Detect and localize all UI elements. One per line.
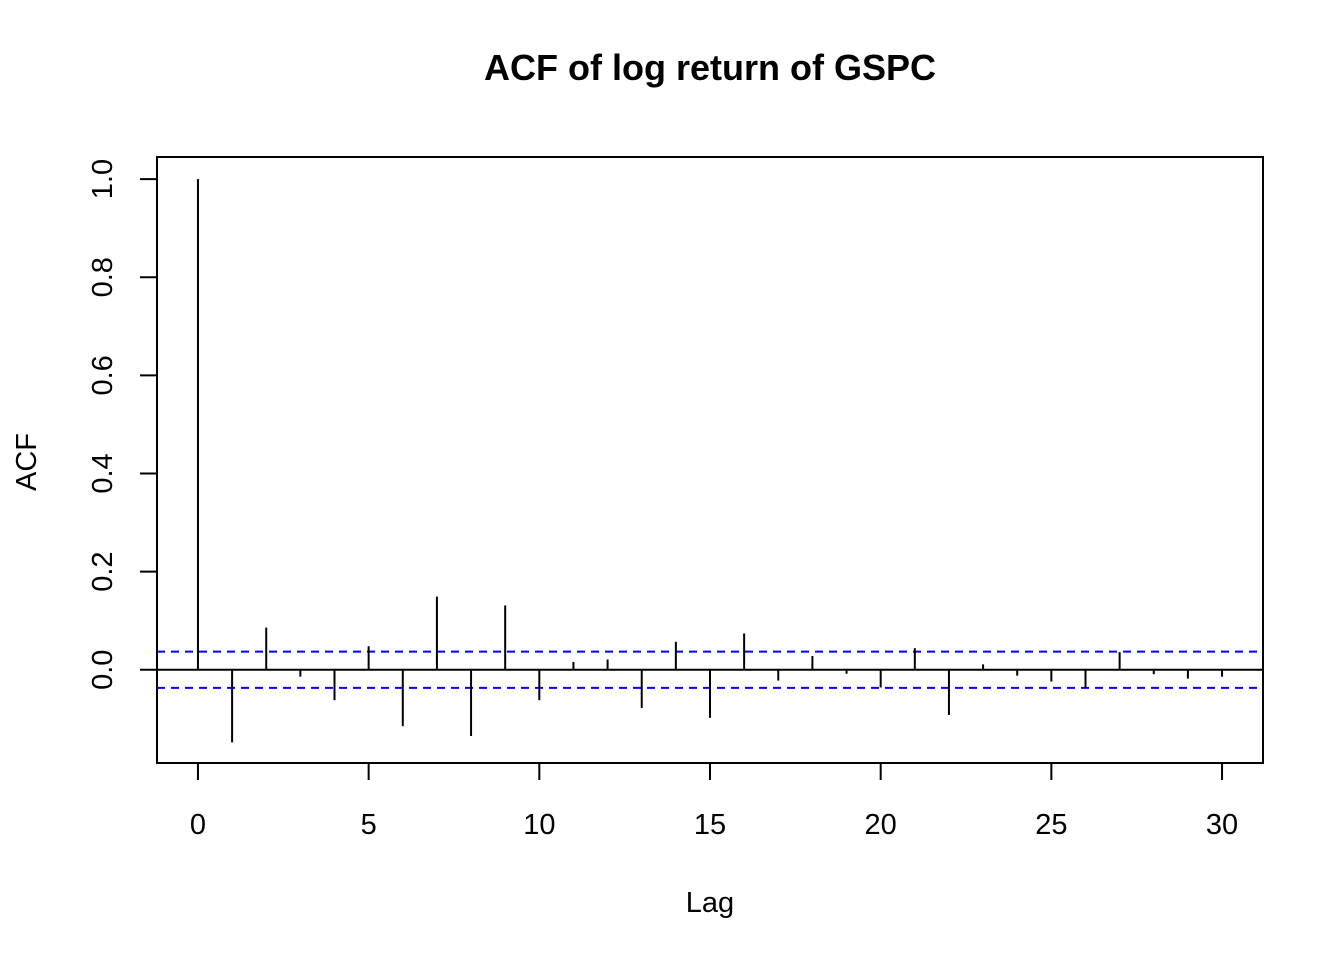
x-tick-label: 15 [694, 809, 726, 841]
x-tick-label: 30 [1206, 809, 1238, 841]
y-axis: 0.0 0.2 0.4 0.6 0.8 1.0 [87, 159, 158, 690]
y-tick-label: 0.6 [87, 355, 119, 395]
y-tick-label: 0.2 [87, 551, 119, 591]
y-tick-label: 0.8 [87, 257, 119, 297]
x-axis: 0 5 10 15 20 25 30 [190, 762, 1238, 841]
x-tick-label: 5 [361, 809, 377, 841]
y-tick-label: 0.0 [87, 650, 119, 690]
y-tick-label: 1.0 [87, 159, 119, 199]
y-axis-label: ACF [11, 433, 43, 491]
x-tick-label: 0 [190, 809, 206, 841]
x-tick-label: 20 [865, 809, 897, 841]
acf-marks [157, 179, 1263, 743]
x-tick-label: 10 [523, 809, 555, 841]
x-tick-label: 25 [1035, 809, 1067, 841]
y-tick-label: 0.4 [87, 453, 119, 493]
x-axis-label: Lag [686, 887, 734, 919]
chart-title: ACF of log return of GSPC [484, 47, 936, 88]
